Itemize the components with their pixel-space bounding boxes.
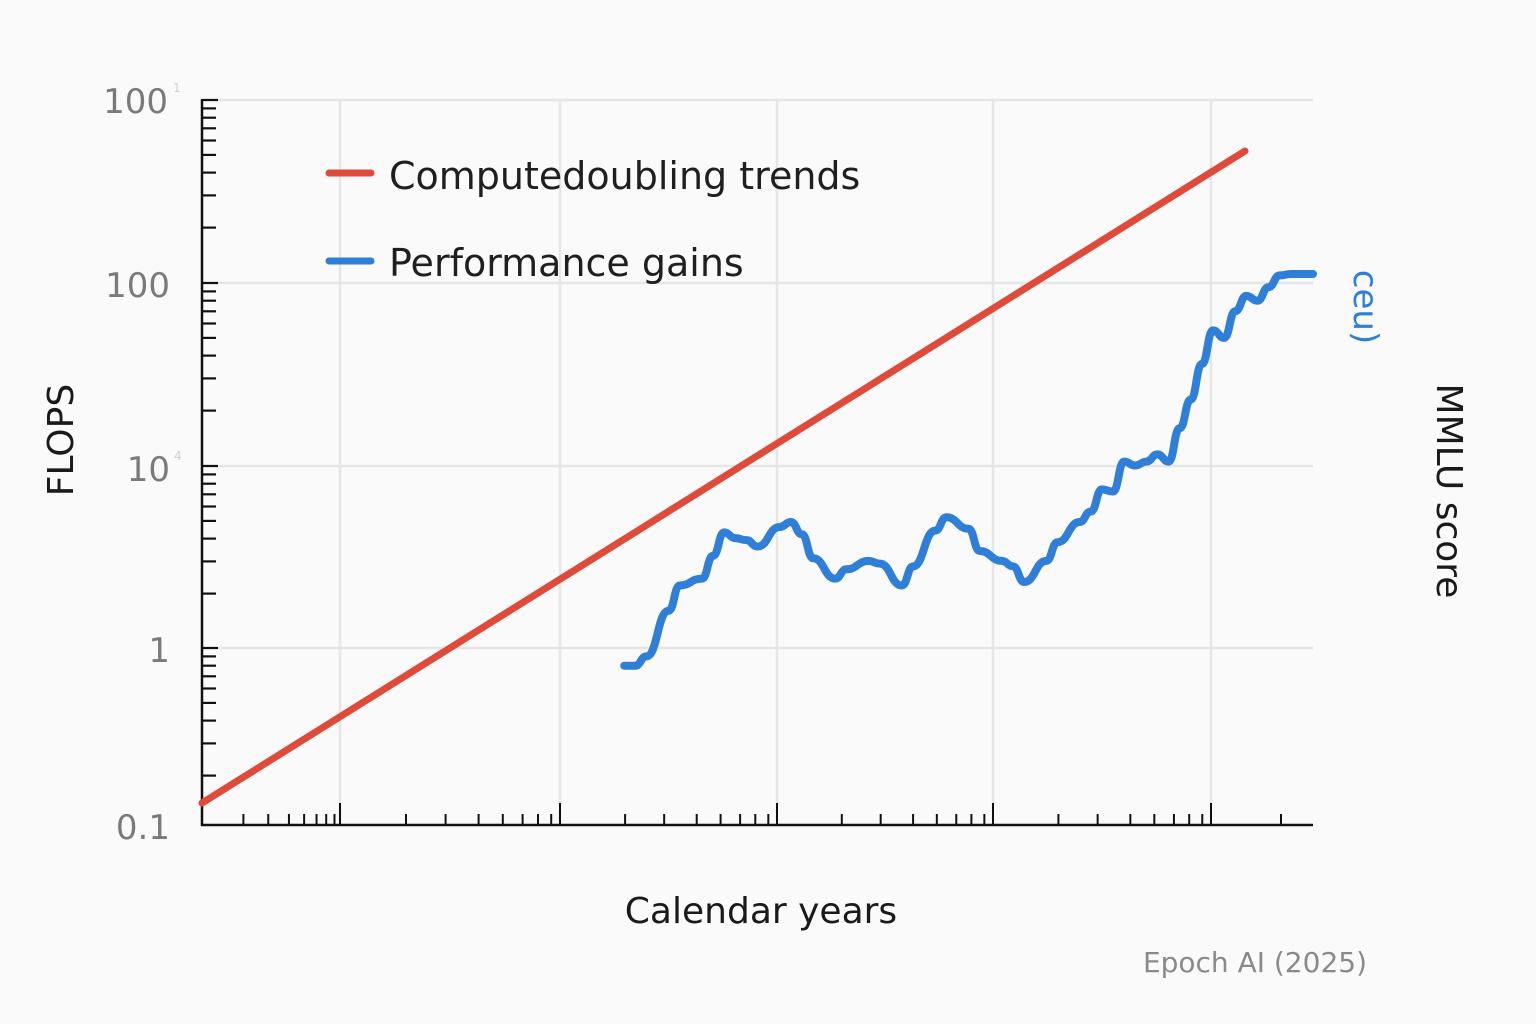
x-axis-title: Calendar years	[625, 891, 897, 932]
y-tick-label: 100	[103, 82, 168, 122]
y-tick-label: 0.1	[116, 808, 170, 848]
y-tick-label: 1	[148, 631, 170, 671]
legend-label-compute: Computedoubling trends	[389, 154, 860, 198]
legend-label-performance: Performance gains	[389, 241, 744, 285]
legend: Computedoubling trends Performance gains	[325, 154, 860, 285]
right-axis-partial-label: ceu)	[1345, 270, 1385, 344]
performance-gains-line	[620, 270, 1317, 670]
y-tick-label: 10	[127, 450, 170, 490]
y-axis-ticks	[202, 98, 218, 777]
y-tick-superscript: 1	[173, 81, 181, 95]
compute-doubling-line	[198, 147, 1249, 807]
axes	[200, 99, 1313, 827]
y-tick-superscript: 4	[174, 449, 182, 463]
y-tick-label: 100	[105, 266, 170, 306]
y-axis-title: FLOPS	[41, 384, 82, 496]
x-axis-ticks	[242, 803, 1282, 825]
gridlines	[202, 98, 1313, 825]
source-credit: Epoch AI (2025)	[1143, 946, 1367, 979]
right-axis-title: MMLU score	[1428, 384, 1469, 599]
y-tick-labels: 100 1 100 10 4 1 0.1	[103, 81, 182, 848]
